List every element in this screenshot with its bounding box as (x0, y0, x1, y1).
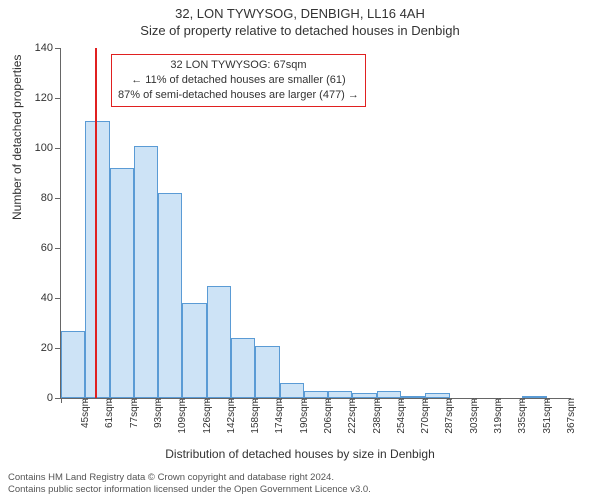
footer-line1: Contains HM Land Registry data © Crown c… (8, 472, 371, 484)
histogram-chart: 02040608010012014045sqm61sqm77sqm93sqm10… (60, 48, 571, 399)
x-tick-label: 222sqm (343, 398, 358, 434)
x-tick (450, 398, 451, 403)
histogram-bar (110, 168, 134, 398)
info-box-line1: 32 LON TYWYSOG: 67sqm (118, 58, 359, 73)
x-tick (110, 398, 111, 403)
x-tick (85, 398, 86, 403)
x-tick-label: 319sqm (489, 398, 504, 434)
y-tick-label: 60 (41, 242, 61, 254)
x-tick-label: 174sqm (270, 398, 285, 434)
x-tick (498, 398, 499, 403)
y-tick-label: 80 (41, 192, 61, 204)
x-tick (522, 398, 523, 403)
y-tick-label: 120 (35, 92, 61, 104)
x-tick-label: 93sqm (149, 398, 164, 428)
x-tick (377, 398, 378, 403)
x-tick-label: 270sqm (416, 398, 431, 434)
histogram-bar (280, 383, 304, 398)
x-tick-label: 351sqm (538, 398, 553, 434)
info-box-line3: 87% of semi-detached houses are larger (… (118, 88, 359, 103)
footer-attribution: Contains HM Land Registry data © Crown c… (8, 472, 371, 496)
x-tick-label: 45sqm (76, 398, 91, 428)
x-tick-label: 238sqm (368, 398, 383, 434)
histogram-bar (231, 338, 255, 398)
x-tick (401, 398, 402, 403)
x-tick-label: 335sqm (513, 398, 528, 434)
x-tick (134, 398, 135, 403)
y-tick-label: 40 (41, 292, 61, 304)
x-tick (280, 398, 281, 403)
info-box-line2: ← 11% of detached houses are smaller (61… (118, 73, 359, 88)
page-title-address: 32, LON TYWYSOG, DENBIGH, LL16 4AH (0, 0, 600, 21)
x-tick (158, 398, 159, 403)
x-axis-label: Distribution of detached houses by size … (0, 447, 600, 461)
property-info-box: 32 LON TYWYSOG: 67sqm← 11% of detached h… (111, 54, 366, 107)
x-tick-label: 126sqm (198, 398, 213, 434)
x-tick (425, 398, 426, 403)
x-tick (328, 398, 329, 403)
x-tick-label: 142sqm (222, 398, 237, 434)
x-tick (207, 398, 208, 403)
footer-line2: Contains public sector information licen… (8, 484, 371, 496)
y-tick-label: 140 (35, 42, 61, 54)
histogram-bar (182, 303, 206, 398)
x-tick-label: 287sqm (440, 398, 455, 434)
x-tick (352, 398, 353, 403)
x-tick-label: 303sqm (465, 398, 480, 434)
x-tick-label: 61sqm (100, 398, 115, 428)
property-marker-line (95, 48, 97, 398)
histogram-bar (207, 286, 231, 399)
histogram-bar (85, 121, 109, 399)
x-tick-label: 190sqm (295, 398, 310, 434)
histogram-bar (158, 193, 182, 398)
x-tick (255, 398, 256, 403)
x-tick (304, 398, 305, 403)
histogram-bar (304, 391, 328, 399)
x-tick-label: 367sqm (562, 398, 577, 434)
histogram-bar (255, 346, 279, 399)
x-tick-label: 158sqm (246, 398, 261, 434)
x-tick-label: 254sqm (392, 398, 407, 434)
histogram-bar (134, 146, 158, 399)
x-tick-label: 109sqm (173, 398, 188, 434)
y-tick-label: 20 (41, 342, 61, 354)
x-tick-label: 206sqm (319, 398, 334, 434)
y-tick-label: 100 (35, 142, 61, 154)
x-tick (474, 398, 475, 403)
y-axis-label: Number of detached properties (10, 55, 24, 220)
histogram-bar (377, 391, 401, 399)
x-tick-label: 77sqm (125, 398, 140, 428)
x-tick (547, 398, 548, 403)
histogram-bar (61, 331, 85, 399)
x-tick (231, 398, 232, 403)
histogram-bar (328, 391, 352, 399)
x-tick (61, 398, 62, 403)
x-tick (182, 398, 183, 403)
page-title-subtitle: Size of property relative to detached ho… (0, 21, 600, 38)
y-tick-label: 0 (47, 392, 61, 404)
